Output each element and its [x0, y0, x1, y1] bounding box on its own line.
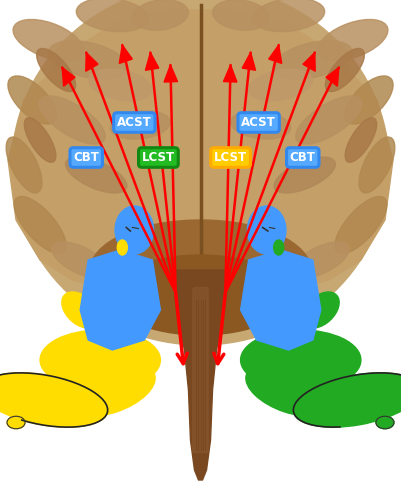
- Polygon shape: [8, 10, 200, 290]
- Ellipse shape: [49, 40, 128, 80]
- Polygon shape: [146, 52, 159, 70]
- Ellipse shape: [273, 240, 284, 255]
- Text: ACST: ACST: [241, 116, 276, 129]
- Ellipse shape: [40, 330, 160, 390]
- Ellipse shape: [12, 0, 389, 345]
- Ellipse shape: [117, 240, 128, 255]
- Ellipse shape: [89, 69, 152, 101]
- Polygon shape: [242, 52, 255, 70]
- Ellipse shape: [345, 76, 393, 124]
- Ellipse shape: [296, 96, 362, 144]
- Circle shape: [115, 206, 154, 254]
- Ellipse shape: [8, 76, 56, 124]
- Ellipse shape: [39, 96, 105, 144]
- Ellipse shape: [65, 157, 127, 193]
- Ellipse shape: [335, 196, 387, 254]
- Polygon shape: [303, 52, 315, 72]
- Text: ACST: ACST: [117, 116, 152, 129]
- Polygon shape: [164, 65, 178, 82]
- Ellipse shape: [345, 118, 377, 162]
- Circle shape: [247, 206, 286, 254]
- Polygon shape: [80, 250, 160, 350]
- Polygon shape: [200, 10, 393, 290]
- Ellipse shape: [241, 330, 361, 390]
- Ellipse shape: [69, 364, 155, 416]
- Polygon shape: [241, 250, 321, 350]
- Ellipse shape: [376, 416, 394, 428]
- Ellipse shape: [13, 20, 83, 60]
- Ellipse shape: [249, 69, 312, 101]
- Ellipse shape: [318, 20, 388, 60]
- Text: LCST: LCST: [214, 151, 247, 164]
- Polygon shape: [62, 68, 75, 86]
- Polygon shape: [326, 68, 339, 86]
- Ellipse shape: [110, 255, 291, 335]
- Text: CBT: CBT: [73, 151, 99, 164]
- Ellipse shape: [7, 416, 25, 428]
- Ellipse shape: [6, 137, 42, 193]
- Ellipse shape: [231, 111, 291, 139]
- Ellipse shape: [273, 40, 352, 80]
- Ellipse shape: [359, 137, 395, 193]
- Polygon shape: [119, 45, 132, 64]
- Ellipse shape: [0, 0, 401, 355]
- Text: CBT: CBT: [290, 151, 316, 164]
- Ellipse shape: [132, 0, 188, 30]
- Polygon shape: [172, 270, 229, 480]
- Ellipse shape: [36, 48, 76, 92]
- Ellipse shape: [110, 111, 170, 139]
- Polygon shape: [223, 65, 237, 82]
- Ellipse shape: [213, 0, 269, 30]
- Ellipse shape: [14, 196, 66, 254]
- Ellipse shape: [62, 292, 99, 328]
- Ellipse shape: [76, 0, 148, 32]
- Ellipse shape: [246, 364, 332, 416]
- Ellipse shape: [293, 373, 401, 427]
- Text: LCST: LCST: [142, 151, 175, 164]
- Ellipse shape: [274, 157, 336, 193]
- Ellipse shape: [52, 242, 109, 278]
- Polygon shape: [269, 45, 282, 64]
- Ellipse shape: [292, 242, 349, 278]
- Ellipse shape: [24, 118, 56, 162]
- Ellipse shape: [325, 48, 365, 92]
- Ellipse shape: [0, 373, 108, 427]
- Ellipse shape: [302, 292, 339, 328]
- Polygon shape: [86, 52, 98, 72]
- Ellipse shape: [253, 0, 325, 32]
- Ellipse shape: [90, 220, 311, 320]
- FancyBboxPatch shape: [193, 288, 208, 452]
